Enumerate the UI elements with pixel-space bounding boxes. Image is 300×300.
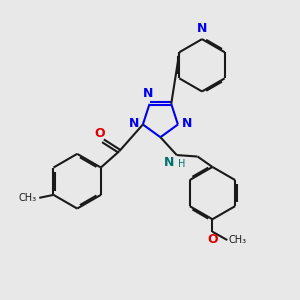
Text: CH₃: CH₃ — [19, 193, 37, 203]
Text: N: N — [164, 156, 174, 169]
Text: O: O — [94, 127, 105, 140]
Text: N: N — [129, 117, 139, 130]
Text: CH₃: CH₃ — [229, 235, 247, 245]
Text: N: N — [143, 87, 154, 100]
Text: H: H — [178, 159, 185, 169]
Text: N: N — [182, 116, 192, 130]
Text: O: O — [207, 233, 218, 246]
Text: N: N — [197, 22, 207, 35]
